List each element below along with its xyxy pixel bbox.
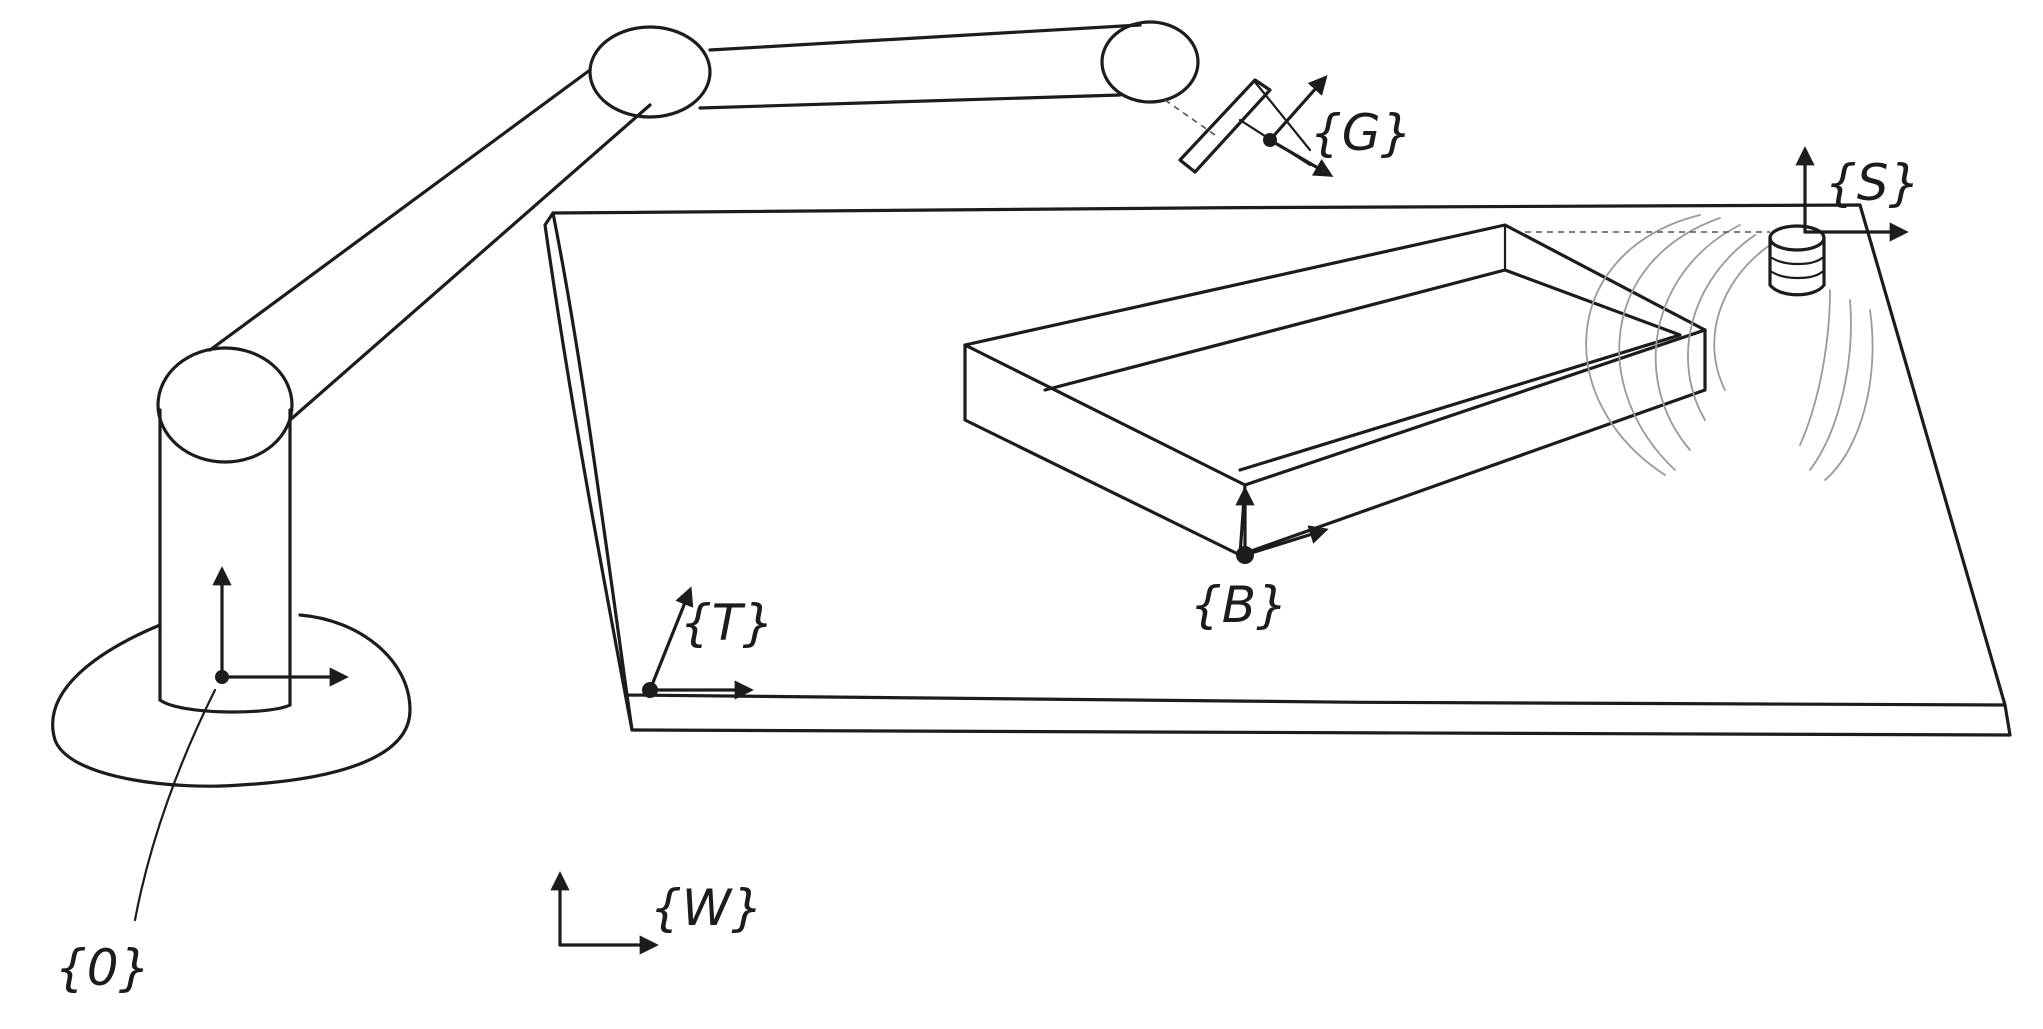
label-gripper: {G} bbox=[1310, 104, 1412, 162]
label-table: {T} bbox=[680, 594, 774, 652]
label-sensor: {S} bbox=[1825, 154, 1920, 212]
label-world: {W} bbox=[650, 879, 763, 937]
robot-elbow-joint bbox=[588, 25, 712, 119]
frame-table-axes bbox=[642, 586, 754, 700]
robot-forearm-link bbox=[698, 23, 1142, 110]
frame-robot-base-axes bbox=[133, 566, 349, 922]
robot-wrist-joint bbox=[1100, 20, 1200, 104]
sensor-body bbox=[1768, 224, 1826, 297]
robot-arm bbox=[51, 20, 1312, 788]
table-top bbox=[551, 203, 2007, 707]
box-top-rim bbox=[963, 223, 1707, 487]
frames bbox=[133, 75, 1909, 955]
gripper bbox=[1178, 78, 1312, 174]
frame-sensor-axes bbox=[1795, 146, 1909, 242]
frame-labels: {0} {W} {T} {B} {G} {S} bbox=[55, 104, 1920, 997]
label-robot-base: {0} bbox=[55, 939, 150, 997]
table bbox=[543, 203, 2012, 737]
robot-base-disk bbox=[51, 613, 412, 788]
label-box: {B} bbox=[1190, 576, 1288, 634]
frame-gripper-axes bbox=[1263, 75, 1334, 177]
frame-world-axes bbox=[550, 871, 659, 955]
robot-column bbox=[156, 346, 294, 714]
table-left-edge bbox=[543, 211, 634, 732]
sensor bbox=[1525, 214, 1874, 481]
sensor-waves bbox=[1525, 214, 1874, 481]
robot-upper-link bbox=[208, 68, 652, 422]
frame-box-axes bbox=[1235, 486, 1329, 564]
table-front-edge bbox=[625, 693, 2012, 737]
